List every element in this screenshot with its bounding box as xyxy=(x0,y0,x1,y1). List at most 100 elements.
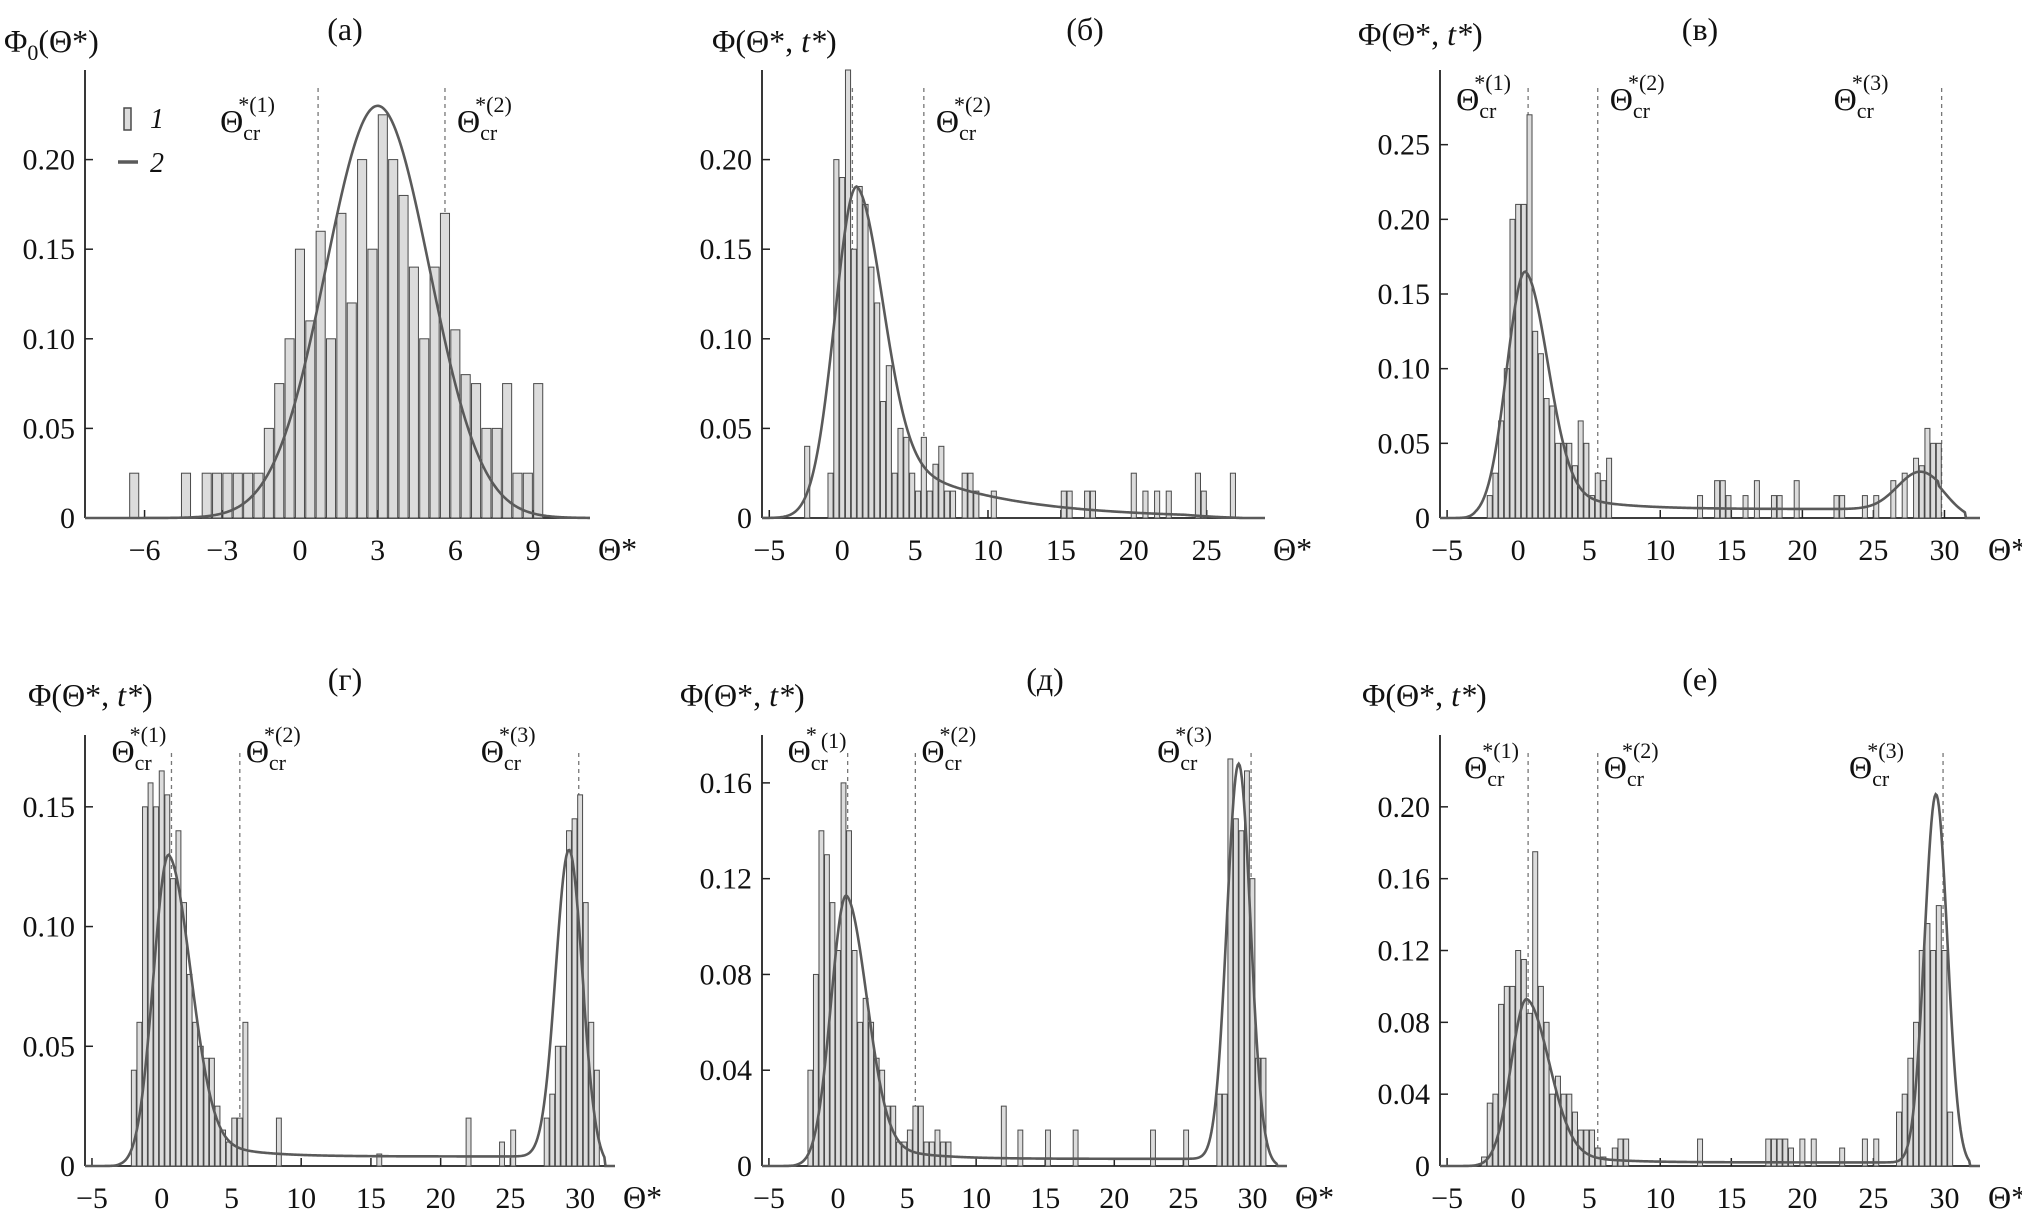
histogram-bar xyxy=(1549,1093,1556,1167)
y-tick-label: 0.05 xyxy=(23,412,76,445)
histogram-bar xyxy=(571,818,578,1167)
x-axis-label: Θ* xyxy=(1988,1179,2022,1215)
histogram-bar xyxy=(1537,985,1544,1167)
x-tick-label: 0 xyxy=(830,1182,845,1215)
panel-title: (б) xyxy=(1066,11,1104,47)
histogram-bar xyxy=(903,436,910,519)
histogram-bar xyxy=(857,1021,864,1167)
legend-curve-label: 2 xyxy=(150,148,164,179)
x-tick-label: −5 xyxy=(76,1182,108,1215)
x-tick-label: 6 xyxy=(448,534,463,567)
y-tick-label: 0.20 xyxy=(700,144,753,177)
histogram-bar xyxy=(1150,1129,1156,1167)
histogram-bar xyxy=(920,436,927,519)
y-tick-label: 0.25 xyxy=(1378,129,1431,162)
histogram-bar xyxy=(844,69,852,519)
histogram-bar xyxy=(1901,472,1908,519)
histogram-bar xyxy=(388,159,399,519)
histogram-bar xyxy=(862,203,869,519)
histogram-bar xyxy=(1526,1012,1533,1167)
histogram-bar xyxy=(912,1105,919,1167)
histogram-bar xyxy=(1515,950,1522,1167)
histogram-bar xyxy=(1537,353,1544,519)
y-tick-label: 0.04 xyxy=(1378,1078,1431,1111)
x-tick-label: 5 xyxy=(1582,534,1597,567)
histogram-bar xyxy=(940,1141,946,1167)
x-tick-label: 10 xyxy=(961,1182,991,1215)
histogram-bar xyxy=(1776,1138,1783,1167)
histogram-bar xyxy=(1765,1138,1772,1167)
histogram-bar xyxy=(236,1117,243,1167)
critical-line-label: Θcr*(3) xyxy=(1157,722,1212,775)
x-tick-label: −5 xyxy=(1431,1182,1463,1215)
histogram-bar xyxy=(1216,1093,1223,1167)
y-tick-label: 0.20 xyxy=(1378,203,1431,236)
x-tick-label: −6 xyxy=(129,534,161,567)
y-tick-label: 0 xyxy=(1415,1150,1430,1183)
critical-line-label: Θcr*(1) xyxy=(111,722,166,775)
histogram-bar xyxy=(186,973,193,1167)
x-tick-label: 25 xyxy=(1168,1182,1198,1215)
histogram-bar xyxy=(491,427,502,519)
histogram-bar xyxy=(914,490,922,519)
histogram-bar xyxy=(1697,495,1704,519)
histogram-bar xyxy=(129,472,140,519)
y-tick-label: 0.15 xyxy=(1378,278,1431,311)
critical-line-label: Θcr*(3) xyxy=(1834,70,1889,123)
histogram-bar xyxy=(1873,495,1880,519)
histogram-bar xyxy=(1492,472,1499,519)
histogram-bar xyxy=(862,997,869,1167)
histogram-bar xyxy=(1901,1093,1908,1167)
critical-line-label: Θcr*(2) xyxy=(1604,738,1659,791)
x-tick-label: 15 xyxy=(1716,534,1746,567)
critical-line-label: Θcr*(1) xyxy=(1456,70,1511,123)
panel-title: (е) xyxy=(1682,661,1718,697)
histogram-bar xyxy=(408,266,419,519)
histogram-bar xyxy=(429,266,440,519)
histogram-bar xyxy=(315,230,326,519)
histogram-bar xyxy=(225,1141,232,1167)
histogram-bar xyxy=(961,472,968,519)
histogram-bar xyxy=(1793,480,1800,519)
histogram-bar xyxy=(164,794,171,1167)
critical-line-label: Θcr*(3) xyxy=(481,722,536,775)
histogram-bar xyxy=(926,490,933,519)
histogram-bar xyxy=(1526,114,1533,519)
histogram-bar xyxy=(1200,490,1207,519)
histogram-bar xyxy=(846,830,852,1167)
y-axis-label: Φ(Θ*, t*) xyxy=(1362,677,1487,713)
histogram-bar xyxy=(1520,203,1527,519)
x-tick-label: 15 xyxy=(356,1182,386,1215)
x-tick-label: 10 xyxy=(1645,534,1675,567)
histogram-bar xyxy=(917,1105,924,1167)
histogram-bar xyxy=(1930,950,1937,1167)
histogram-bar xyxy=(1753,480,1760,519)
histogram-bar xyxy=(305,320,316,519)
x-tick-label: 0 xyxy=(154,1182,169,1215)
histogram-bar xyxy=(1498,420,1505,519)
histogram-bar xyxy=(181,902,187,1167)
histogram-bar xyxy=(1554,1075,1561,1167)
histogram-bar xyxy=(1935,905,1942,1167)
histogram-bar xyxy=(220,1129,227,1167)
legend-bar-label: 1 xyxy=(150,104,164,135)
histogram-bar xyxy=(253,472,264,519)
histogram-bar xyxy=(1600,1156,1607,1167)
histogram-bar xyxy=(336,212,347,519)
x-axis-label: Θ* xyxy=(598,531,637,567)
y-tick-label: 0 xyxy=(737,502,752,535)
y-tick-label: 0.10 xyxy=(700,323,753,356)
histogram-bar xyxy=(1130,472,1137,519)
x-tick-label: −5 xyxy=(1431,534,1463,567)
y-tick-label: 0.10 xyxy=(1378,353,1431,386)
histogram-bar xyxy=(1913,457,1920,519)
histogram-bar xyxy=(1017,1129,1024,1167)
histogram-bar xyxy=(1941,950,1948,1167)
critical-line-label: Θcr*(2) xyxy=(1610,70,1665,123)
histogram-bar xyxy=(1583,1129,1590,1167)
histogram-bar xyxy=(1089,490,1097,519)
x-tick-label: −5 xyxy=(753,1182,785,1215)
fitted-curve xyxy=(85,848,615,1168)
legend-bar-swatch xyxy=(123,107,132,131)
x-axis-label: Θ* xyxy=(1988,531,2022,567)
